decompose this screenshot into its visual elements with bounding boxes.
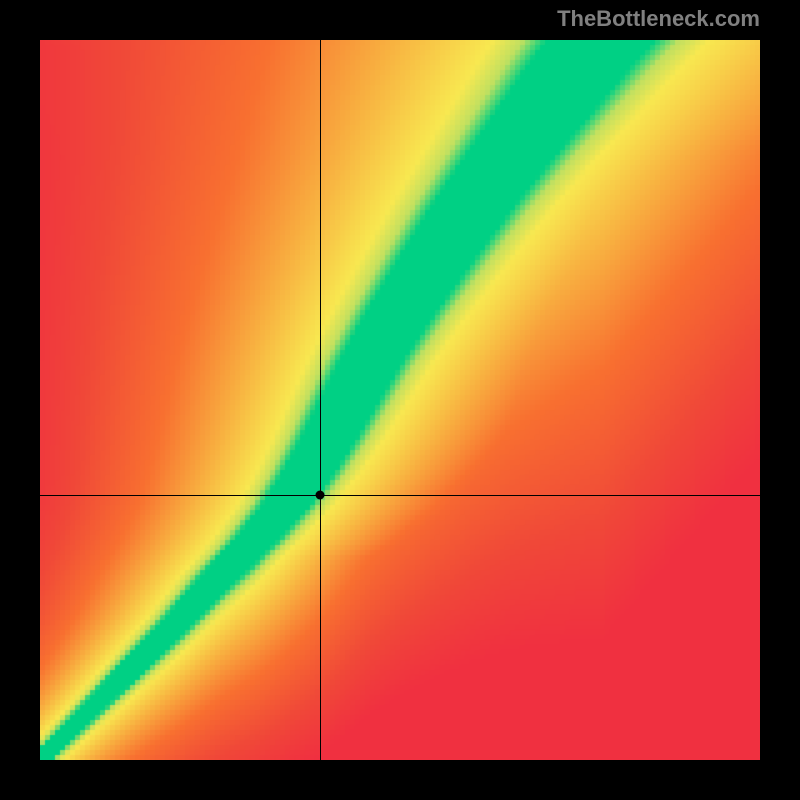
heatmap-plot <box>40 40 760 760</box>
heatmap-canvas <box>40 40 760 760</box>
crosshair-vertical <box>320 40 321 760</box>
watermark-text: TheBottleneck.com <box>557 6 760 32</box>
crosshair-marker <box>316 491 325 500</box>
chart-container: TheBottleneck.com <box>0 0 800 800</box>
crosshair-horizontal <box>40 495 760 496</box>
